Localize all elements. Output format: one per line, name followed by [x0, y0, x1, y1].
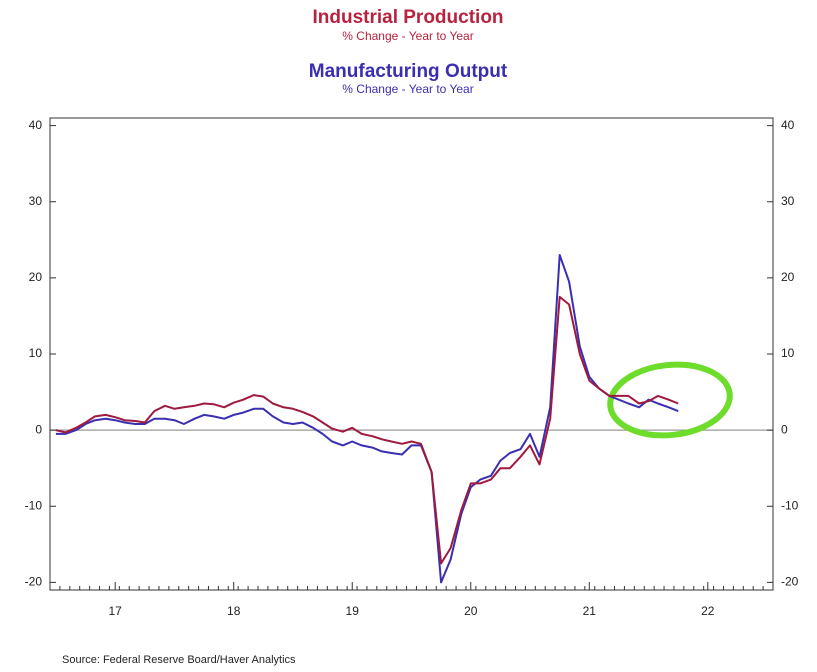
x-tick-label: 17 — [109, 604, 123, 618]
x-tick-label: 22 — [701, 604, 715, 618]
series-line — [55, 254, 679, 584]
chart-title: Industrial Production — [312, 7, 503, 28]
y2-tick-label: 30 — [781, 194, 795, 208]
series-line — [55, 295, 679, 565]
y-tick-label: 0 — [35, 422, 42, 436]
x-tick-label: 20 — [464, 604, 478, 618]
y-tick-label: -10 — [25, 498, 43, 512]
x-tick-label: 18 — [227, 604, 241, 618]
plot-frame — [49, 117, 774, 591]
y2-tick-label: -20 — [781, 575, 799, 589]
x-tick-label: 21 — [583, 604, 597, 618]
highlight-circle — [607, 361, 733, 439]
chart-subtitle: % Change - Year to Year — [342, 29, 473, 43]
y2-tick-label: -10 — [781, 498, 799, 512]
y-tick-label: 20 — [29, 270, 43, 284]
y-tick-label: 10 — [29, 346, 43, 360]
y2-tick-label: 10 — [781, 346, 795, 360]
chart-title-2: Manufacturing Output — [309, 61, 508, 82]
y2-tick-label: 20 — [781, 270, 795, 284]
y-tick-label: -20 — [25, 575, 43, 589]
source-note: Source: Federal Reserve Board/Haver Anal… — [62, 654, 296, 666]
y2-tick-label: 40 — [781, 118, 795, 132]
chart-subtitle-2: % Change - Year to Year — [342, 82, 473, 96]
x-tick-label: 19 — [346, 604, 360, 618]
y-tick-label: 30 — [29, 194, 43, 208]
y2-tick-label: 0 — [781, 422, 788, 436]
y-tick-label: 40 — [29, 118, 43, 132]
